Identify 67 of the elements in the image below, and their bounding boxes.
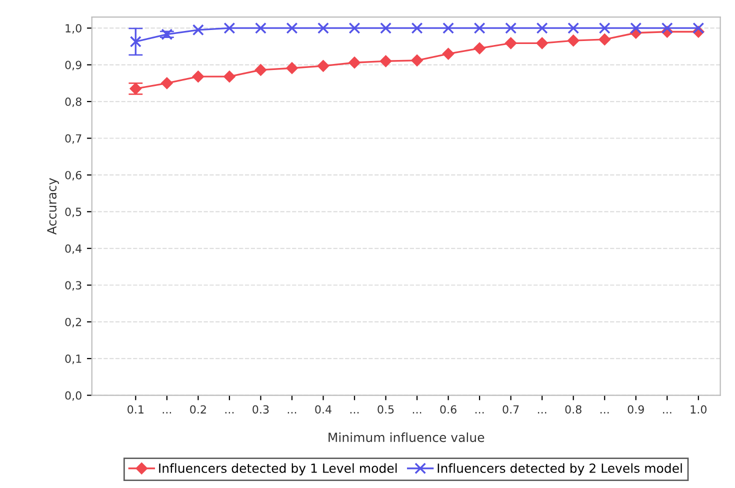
point [161, 77, 173, 89]
x-axis-title: Minimum influence value [328, 432, 484, 442]
point [317, 22, 329, 34]
x-tick-label: ... [350, 412, 359, 414]
point [536, 37, 548, 49]
point [630, 22, 642, 34]
legend-label: Influencers detected by 2 Levels model [438, 463, 682, 476]
y-tick-label: 0,4 [65, 244, 82, 254]
x-tick-label: ... [162, 412, 172, 414]
point [505, 22, 517, 34]
y-tick-label: 1,0 [66, 24, 82, 34]
point [286, 22, 298, 34]
point [224, 22, 236, 34]
point [598, 22, 610, 34]
y-tick-label: 0,8 [65, 98, 82, 108]
point [192, 70, 204, 82]
x-tick-label: ... [475, 412, 484, 414]
x-tick-label: 0.9 [628, 405, 644, 414]
x-tick-label: 1.0 [690, 405, 707, 414]
x-tick-label: 0.4 [315, 405, 332, 414]
point [224, 70, 236, 82]
point [442, 48, 454, 60]
point [568, 22, 580, 34]
x-tick-label: ... [600, 412, 609, 414]
point [254, 64, 267, 76]
x-tick-label: ... [663, 412, 672, 414]
point [474, 42, 486, 54]
point [442, 22, 454, 34]
point [661, 22, 673, 34]
x-tick-label: 0.2 [190, 405, 206, 414]
x-tick-label: 0.6 [440, 405, 456, 414]
y-tick-label: 0,5 [65, 208, 82, 218]
x-tick-label: 0.5 [378, 405, 394, 414]
legend-label: Influencers detected by 1 Level model [159, 463, 397, 476]
y-tick-label: 0,0 [65, 391, 82, 401]
point [505, 37, 517, 49]
y-tick-label: 0,9 [65, 60, 82, 70]
point [348, 56, 360, 68]
point [130, 36, 142, 48]
point [380, 55, 392, 67]
point [536, 22, 548, 34]
y-tick-label: 0,3 [65, 281, 82, 291]
y-tick-label: 0,6 [65, 170, 82, 180]
point [411, 54, 423, 66]
y-axis-title: Accuracy [47, 178, 59, 235]
x-tick-label: 0.3 [252, 405, 269, 414]
x-tick-label: ... [538, 412, 546, 414]
point [317, 60, 330, 72]
point [348, 22, 360, 34]
point [692, 22, 704, 34]
point [192, 24, 204, 36]
point [254, 22, 266, 34]
y-tick-label: 0,7 [65, 134, 82, 144]
point [474, 22, 486, 34]
y-tick-label: 0,2 [65, 318, 82, 328]
point [286, 62, 298, 74]
y-tick-label: 0,1 [65, 354, 82, 364]
x-tick-label: ... [412, 412, 422, 414]
x-tick-label: ... [288, 412, 296, 414]
point [411, 22, 423, 34]
point [380, 22, 392, 34]
x-tick-label: 0.7 [502, 405, 519, 414]
x-tick-label: ... [225, 412, 234, 414]
x-tick-label: 0.8 [565, 405, 582, 414]
point [598, 34, 610, 46]
x-tick-label: 0.1 [128, 405, 144, 414]
point [568, 34, 580, 46]
